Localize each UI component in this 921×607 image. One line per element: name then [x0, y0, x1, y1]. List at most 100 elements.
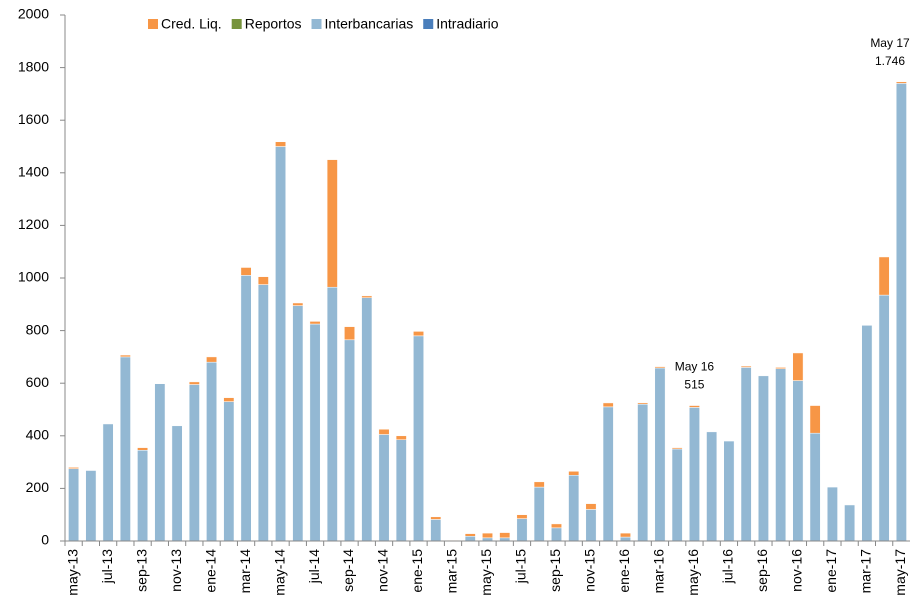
bar-segment: [551, 523, 562, 529]
bar-segment: [119, 354, 131, 358]
y-tick-label: 600: [26, 374, 50, 390]
bar-segment: [378, 428, 390, 435]
bar-segment: [844, 504, 856, 542]
x-tick-label: jul-14: [306, 549, 322, 584]
bar-segment: [206, 361, 218, 542]
x-tick-label: sep-13: [133, 549, 149, 592]
bar-segment: [395, 435, 407, 440]
bar-segment: [430, 516, 442, 520]
bar-segment: [740, 365, 752, 368]
bar-segment: [809, 432, 821, 542]
x-tick-label: mar-17: [858, 549, 874, 594]
bar-segment: [792, 352, 804, 381]
bar-segment: [809, 405, 821, 434]
bar-segment: [585, 509, 597, 542]
legend-label: Interbancarias: [325, 16, 414, 32]
bar-segment: [689, 405, 700, 408]
annotation-label: May 16: [675, 360, 715, 374]
bar-segment: [568, 475, 580, 542]
bar-segment: [223, 397, 235, 402]
legend-swatch: [311, 19, 322, 29]
bar-segment: [464, 536, 476, 542]
bar-segment: [240, 275, 252, 542]
bar-segment: [430, 519, 442, 542]
bar-segment: [326, 286, 338, 542]
bar-segment: [188, 381, 200, 385]
x-tick-label: sep-16: [754, 549, 770, 592]
x-tick-label: ene-16: [616, 549, 632, 593]
bar-segment: [516, 514, 528, 519]
legend-swatch: [231, 19, 242, 29]
bar-segment: [878, 256, 890, 296]
x-tick-label: may-17: [892, 549, 908, 596]
y-tick-label: 1400: [18, 164, 49, 180]
bar-segment: [378, 434, 390, 542]
bar-segment: [344, 339, 355, 542]
bar-segment: [413, 335, 424, 542]
bar-segment: [137, 450, 149, 542]
bar-segment: [344, 326, 355, 341]
bar-segment: [206, 356, 218, 363]
annotation-value: 515: [684, 378, 704, 392]
bar-segment: [119, 356, 131, 542]
annotation-label: May 17: [870, 36, 910, 50]
bar-segment: [620, 532, 631, 538]
x-tick-label: nov-15: [582, 549, 598, 592]
legend-swatch: [148, 19, 158, 29]
bar-segment: [775, 368, 787, 542]
bar-segment: [706, 431, 718, 542]
bar-segment: [757, 375, 769, 542]
bar-segment: [257, 284, 269, 542]
bar-segment: [102, 423, 114, 542]
y-tick-label: 200: [26, 479, 50, 495]
bar-segment: [895, 81, 907, 84]
bar-segment: [602, 402, 614, 408]
bar-segment: [568, 471, 580, 476]
bar-segment: [499, 532, 511, 539]
y-tick-label: 0: [41, 532, 49, 548]
bar-segment: [292, 302, 304, 306]
x-tick-label: ene-14: [202, 549, 218, 593]
bar-segment: [395, 439, 407, 542]
bar-segment: [361, 297, 373, 542]
bar-segment: [413, 331, 424, 337]
bar-segment: [533, 481, 545, 488]
bar-segment: [637, 403, 649, 542]
bar-segment: [188, 384, 200, 542]
y-tick-label: 2000: [18, 6, 49, 22]
legend-label: Intradiario: [436, 16, 498, 32]
x-tick-label: jul-16: [720, 549, 736, 584]
x-tick-label: may-15: [478, 549, 494, 596]
annotation-value: 1.746: [875, 54, 905, 68]
bar-segment: [654, 366, 666, 369]
bar-segment: [826, 486, 838, 542]
bar-segment: [326, 159, 338, 288]
x-tick-label: jul-13: [99, 549, 115, 584]
x-tick-label: jul-15: [513, 549, 529, 584]
x-tick-label: nov-16: [789, 549, 805, 592]
bar-segment: [775, 367, 787, 369]
x-tick-label: nov-13: [168, 549, 184, 592]
bar-segment: [171, 425, 183, 542]
x-tick-label: mar-14: [237, 549, 253, 594]
bar-segment: [602, 406, 614, 542]
y-tick-label: 1200: [18, 216, 49, 232]
bar-segment: [275, 146, 286, 542]
legend-label: Reportos: [245, 16, 302, 32]
bar-segment: [85, 470, 97, 542]
bar-segment: [464, 533, 476, 537]
bar-segment: [861, 325, 873, 542]
bar-segment: [154, 383, 166, 542]
x-tick-label: nov-14: [375, 549, 391, 592]
bar-segment: [482, 532, 493, 539]
bar-segment: [895, 83, 907, 542]
bar-segment: [637, 402, 649, 405]
bar-segment: [361, 295, 373, 298]
x-tick-label: may-13: [64, 549, 80, 596]
x-tick-label: ene-17: [823, 549, 839, 593]
bar-segment: [275, 141, 286, 147]
y-tick-label: 400: [26, 427, 50, 443]
bar-segment: [533, 486, 545, 542]
x-tick-label: mar-16: [651, 549, 667, 594]
bar-segment: [551, 527, 562, 542]
